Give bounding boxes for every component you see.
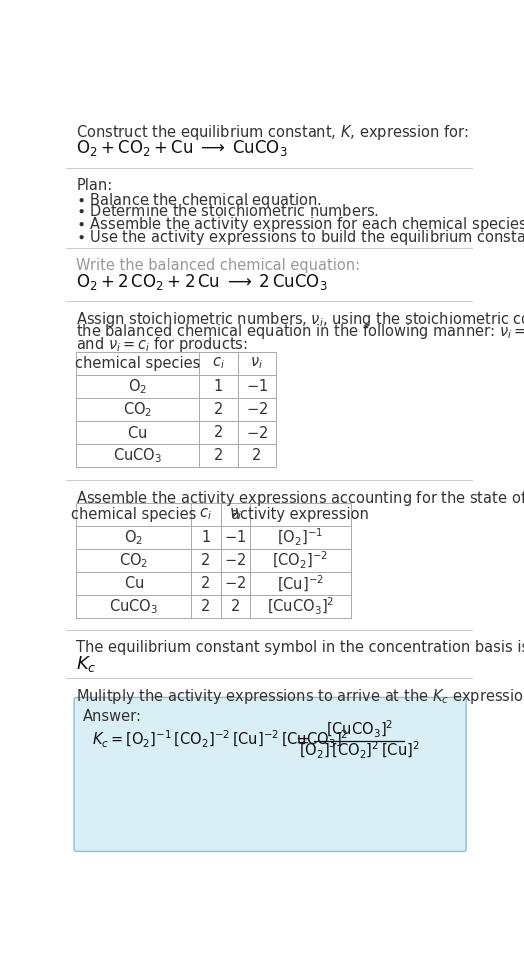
Bar (250, 595, 351, 618)
Bar (221, 572, 250, 595)
Text: $-2$: $-2$ (224, 553, 246, 568)
Bar (250, 572, 351, 595)
Text: $c_i$: $c_i$ (212, 356, 225, 371)
Text: $[\mathrm{CuCO_3}]^2$: $[\mathrm{CuCO_3}]^2$ (325, 719, 393, 740)
Bar (77, 572, 191, 595)
Text: $\bullet$ Assemble the activity expression for each chemical species.: $\bullet$ Assemble the activity expressi… (77, 215, 524, 234)
Bar (199, 352, 237, 375)
Bar (221, 549, 250, 572)
Text: $-2$: $-2$ (246, 402, 268, 417)
Bar (77, 352, 199, 375)
Text: $\nu_i$: $\nu_i$ (250, 356, 264, 371)
Text: $[\mathrm{O_2}]^{-1}$: $[\mathrm{O_2}]^{-1}$ (277, 527, 323, 548)
Text: $\nu_i$: $\nu_i$ (229, 506, 242, 522)
Bar (221, 503, 250, 526)
Text: 2: 2 (252, 448, 261, 463)
Text: 2: 2 (201, 553, 211, 568)
Bar (199, 398, 237, 421)
Text: $\mathrm{CuCO_3}$: $\mathrm{CuCO_3}$ (113, 446, 162, 465)
Text: 2: 2 (213, 402, 223, 417)
Text: 1: 1 (201, 530, 211, 545)
Bar (191, 549, 221, 572)
Text: $\mathrm{O_2 + CO_2 + Cu} \;\longrightarrow\; \mathrm{CuCO_3}$: $\mathrm{O_2 + CO_2 + Cu} \;\longrightar… (77, 137, 288, 158)
Text: $\mathrm{O_2}$: $\mathrm{O_2}$ (128, 377, 147, 396)
Text: $-1$: $-1$ (246, 379, 268, 394)
Bar (77, 421, 199, 444)
Bar (237, 352, 276, 375)
Bar (77, 444, 199, 467)
Text: $\mathrm{CuCO_3}$: $\mathrm{CuCO_3}$ (109, 597, 158, 616)
Text: 2: 2 (231, 599, 240, 614)
Bar (77, 549, 191, 572)
Text: Plan:: Plan: (77, 179, 113, 193)
Bar (221, 526, 250, 549)
Text: $-2$: $-2$ (224, 576, 246, 591)
Text: $\bullet$ Use the activity expressions to build the equilibrium constant express: $\bullet$ Use the activity expressions t… (77, 228, 524, 247)
Bar (191, 526, 221, 549)
Bar (77, 503, 191, 526)
Text: $\mathrm{O_2 + 2\,CO_2 + 2\,Cu} \;\longrightarrow\; \mathrm{2\,CuCO_3}$: $\mathrm{O_2 + 2\,CO_2 + 2\,Cu} \;\longr… (77, 272, 328, 291)
Bar (191, 595, 221, 618)
Text: Assign stoichiometric numbers, $\nu_i$, using the stoichiometric coefficients, $: Assign stoichiometric numbers, $\nu_i$, … (77, 310, 524, 329)
Bar (237, 421, 276, 444)
Bar (77, 398, 199, 421)
Text: $=$: $=$ (292, 730, 310, 749)
Bar (237, 398, 276, 421)
Text: $K_c$: $K_c$ (77, 653, 97, 674)
Text: $\bullet$ Determine the stoichiometric numbers.: $\bullet$ Determine the stoichiometric n… (77, 203, 379, 219)
Text: $\mathrm{CO_2}$: $\mathrm{CO_2}$ (119, 551, 148, 570)
Bar (250, 503, 351, 526)
Bar (191, 572, 221, 595)
Bar (77, 526, 191, 549)
Text: $\mathrm{O_2}$: $\mathrm{O_2}$ (124, 528, 143, 547)
Text: $\bullet$ Balance the chemical equation.: $\bullet$ Balance the chemical equation. (77, 191, 322, 209)
Text: Assemble the activity expressions accounting for the state of matter and $\nu_i$: Assemble the activity expressions accoun… (77, 489, 524, 507)
FancyBboxPatch shape (74, 698, 466, 851)
Text: Construct the equilibrium constant, $K$, expression for:: Construct the equilibrium constant, $K$,… (77, 123, 469, 142)
Text: 2: 2 (201, 576, 211, 591)
Text: Mulitply the activity expressions to arrive at the $K_c$ expression:: Mulitply the activity expressions to arr… (77, 687, 524, 706)
Text: $\mathrm{CO_2}$: $\mathrm{CO_2}$ (123, 400, 152, 419)
Text: $[\mathrm{CuCO_3}]^{2}$: $[\mathrm{CuCO_3}]^{2}$ (267, 596, 334, 617)
Text: $\mathrm{Cu}$: $\mathrm{Cu}$ (127, 425, 148, 440)
Bar (77, 595, 191, 618)
Bar (199, 444, 237, 467)
Bar (250, 549, 351, 572)
Bar (77, 375, 199, 398)
Text: the balanced chemical equation in the following manner: $\nu_i = -c_i$ for react: the balanced chemical equation in the fo… (77, 323, 524, 341)
Text: chemical species: chemical species (75, 356, 200, 371)
Text: activity expression: activity expression (232, 506, 369, 522)
Text: chemical species: chemical species (71, 506, 196, 522)
Bar (250, 526, 351, 549)
Text: $[\mathrm{O_2}]\,[\mathrm{CO_2}]^2\,[\mathrm{Cu}]^2$: $[\mathrm{O_2}]\,[\mathrm{CO_2}]^2\,[\ma… (299, 740, 420, 761)
Text: Write the balanced chemical equation:: Write the balanced chemical equation: (77, 258, 361, 273)
Bar (237, 444, 276, 467)
Text: $-2$: $-2$ (246, 425, 268, 440)
Text: and $\nu_i = c_i$ for products:: and $\nu_i = c_i$ for products: (77, 334, 248, 354)
Text: $c_i$: $c_i$ (199, 506, 212, 522)
Text: $K_c = [\mathrm{O_2}]^{-1}\,[\mathrm{CO_2}]^{-2}\,[\mathrm{Cu}]^{-2}\,[\mathrm{C: $K_c = [\mathrm{O_2}]^{-1}\,[\mathrm{CO_… (92, 729, 348, 751)
Bar (191, 503, 221, 526)
Bar (237, 375, 276, 398)
Bar (221, 595, 250, 618)
Text: 2: 2 (213, 448, 223, 463)
Text: 2: 2 (213, 425, 223, 440)
Text: 2: 2 (201, 599, 211, 614)
Text: Answer:: Answer: (83, 709, 141, 724)
Text: $\mathrm{Cu}$: $\mathrm{Cu}$ (124, 576, 144, 591)
Text: $[\mathrm{CO_2}]^{-2}$: $[\mathrm{CO_2}]^{-2}$ (272, 550, 329, 571)
Text: $[\mathrm{Cu}]^{-2}$: $[\mathrm{Cu}]^{-2}$ (277, 574, 324, 594)
Bar (199, 375, 237, 398)
Text: $-1$: $-1$ (224, 530, 246, 545)
Text: The equilibrium constant symbol in the concentration basis is:: The equilibrium constant symbol in the c… (77, 640, 524, 654)
Bar (199, 421, 237, 444)
Text: 1: 1 (214, 379, 223, 394)
